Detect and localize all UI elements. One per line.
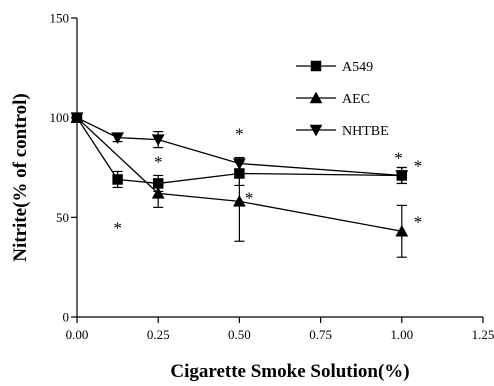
y-axis-title: Nitrite(% of control) <box>10 93 31 261</box>
x-ticks: 0.00 0.25 0.50 0.75 1.00 1.25 <box>66 317 494 342</box>
y-tick-label: 50 <box>56 210 69 225</box>
data-point-nhtbe <box>111 132 125 145</box>
x-tick-label: 1.00 <box>390 327 413 342</box>
x-axis-title: Cigarette Smoke Solution(%) <box>170 361 409 382</box>
significance-marker: * <box>414 157 423 176</box>
data-point-nhtbe <box>70 112 84 125</box>
x-tick-label: 1.25 <box>472 327 494 342</box>
series-layer <box>70 111 409 258</box>
significance-marker: * <box>414 212 423 231</box>
y-tick-label: 100 <box>50 110 70 125</box>
legend-label-nhtbe: NHTBE <box>342 124 389 139</box>
data-point-aec <box>395 224 409 237</box>
y-tick-label: 150 <box>50 11 70 26</box>
significance-marker: * <box>235 125 244 144</box>
legend-item-nhtbe: NHTBE <box>296 124 389 139</box>
legend-label-aec: AEC <box>342 92 370 107</box>
legend-marker-aec <box>309 91 323 104</box>
annotations: * * * * * * * <box>113 125 422 238</box>
significance-marker: * <box>113 218 122 237</box>
significance-marker: * <box>154 153 163 172</box>
legend-marker-nhtbe <box>309 124 323 137</box>
x-tick-label: 0.75 <box>309 327 332 342</box>
x-tick-label: 0.00 <box>66 327 89 342</box>
data-point-nhtbe <box>232 158 246 171</box>
data-point-a549 <box>112 174 123 185</box>
data-point-aec <box>232 194 246 207</box>
data-point-nhtbe <box>151 134 165 147</box>
series-aec <box>70 111 409 258</box>
series-nhtbe <box>70 112 409 185</box>
data-point-aec <box>151 186 165 199</box>
y-tick-label: 0 <box>63 310 70 325</box>
legend-label-a549: A549 <box>342 60 373 75</box>
legend-item-a549: A549 <box>296 60 373 75</box>
legend: A549 AEC NHTBE <box>296 60 389 139</box>
x-tick-label: 0.50 <box>228 327 251 342</box>
axes <box>76 18 483 318</box>
significance-marker: * <box>245 188 254 207</box>
legend-marker-a549 <box>310 60 322 72</box>
x-tick-label: 0.25 <box>147 327 170 342</box>
legend-item-aec: AEC <box>296 91 370 107</box>
y-ticks: 0 50 100 150 <box>50 11 77 325</box>
data-point-nhtbe <box>395 170 409 182</box>
significance-marker: * <box>394 149 403 168</box>
series-line-aec <box>76 117 402 232</box>
